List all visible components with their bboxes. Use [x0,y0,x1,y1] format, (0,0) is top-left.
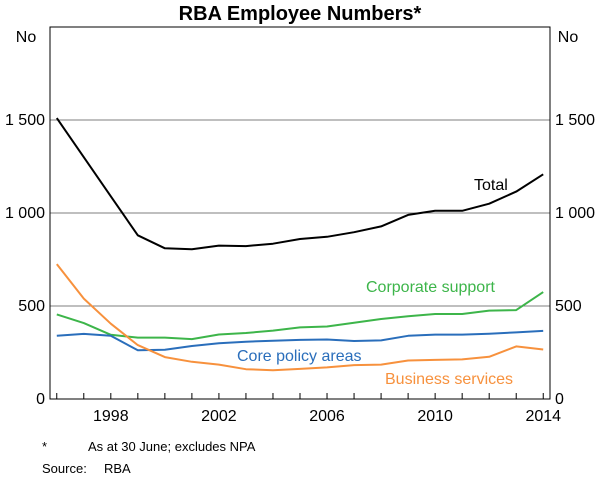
y-tick-label-right: 0 [555,391,564,408]
y-axis-label-left: No [16,29,37,46]
y-tick-label-left: 0 [36,391,45,408]
series-label-business-services: Business services [385,371,513,388]
axis-ticks: 0 0 500 500 1 000 1 000 1 500 1 500 1998 2002 2006… [5,112,595,425]
chart-title: RBA Employee Numbers* [179,3,422,25]
y-tick-label-left: 1 500 [5,112,45,129]
y-tick-label-right: 1 500 [555,112,595,129]
series-label-total: Total [474,177,508,194]
line-chart: RBA Employee Numbers* No No 0 0 500 500 1 00… [5,3,595,425]
series-line-business-services [56,263,544,372]
series-label-core-policy-areas: Core policy areas [237,348,362,365]
y-tick-label-right: 1 000 [555,205,595,222]
x-tick-label: 1998 [93,408,129,425]
source-text: RBA [104,461,131,476]
footnote-text: As at 30 June; excludes NPA [88,439,256,454]
footnote: * As at 30 June; excludes NPA [42,436,255,458]
y-tick-label-right: 500 [555,298,582,315]
y-axis-label-right: No [558,29,579,46]
series-line-total [55,117,544,251]
x-tick-label: 2014 [525,408,561,425]
series-line-corporate-support [56,291,544,341]
series-lines [55,117,544,372]
x-tick-label: 2006 [309,408,345,425]
series-line-core-policy-areas [56,329,544,352]
series-labels: Total Corporate support Core policy areas B… [237,177,513,388]
y-tick-label-left: 1 000 [5,205,45,222]
source-note: Source: RBA [42,458,255,480]
y-tick-label-left: 500 [18,298,45,315]
chart-notes: * As at 30 June; excludes NPA Source: RB… [42,436,255,480]
x-tick-label: 2002 [201,408,237,425]
footnote-mark: * [42,439,48,454]
x-tick-label: 2010 [417,408,453,425]
gridlines [50,119,550,307]
series-label-corporate-support: Corporate support [366,279,496,296]
source-label: Source: [42,461,87,476]
